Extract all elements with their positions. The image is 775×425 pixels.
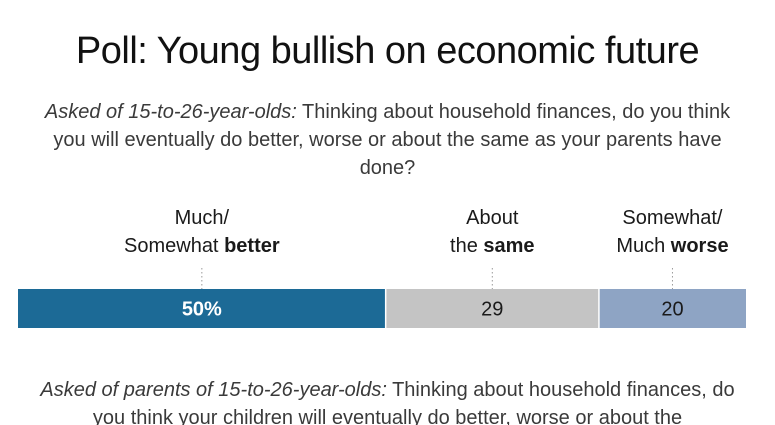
- bar-segment-better: [18, 289, 386, 328]
- question-youth: Asked of 15-to-26-year-olds: Thinking ab…: [30, 98, 745, 182]
- category-label-worse-plain: Much: [616, 235, 671, 257]
- question-parents-lead: Asked of parents of 15-to-26-year-olds:: [40, 379, 387, 401]
- category-label-worse-line1: Somewhat/: [622, 207, 723, 229]
- chart-title: Poll: Young bullish on economic future: [75, 30, 700, 72]
- value-label-same: 29: [481, 299, 503, 321]
- stacked-bar-chart: 50% 29 20: [18, 268, 746, 328]
- bar-segment-same: [385, 289, 599, 328]
- bar-segment-worse: [598, 289, 746, 328]
- question-parents: Asked of parents of 15-to-26-year-olds: …: [30, 376, 745, 425]
- value-label-worse: 20: [661, 299, 683, 321]
- category-label-same-bold: same: [483, 235, 535, 257]
- category-label-same-line1: About: [466, 207, 519, 229]
- category-label-better-line1: Much/: [174, 207, 230, 229]
- question-parents-text: Thinking about household finances, do yo…: [92, 379, 735, 425]
- value-label-better: 50%: [182, 299, 222, 321]
- category-label-worse-bold: worse: [670, 235, 729, 257]
- category-label-worse: Somewhat/ Much worse: [572, 204, 772, 260]
- category-label-better: Much/ Somewhat better: [102, 204, 302, 260]
- question-youth-text: Thinking about household finances, do yo…: [53, 101, 731, 179]
- category-label-better-plain: Somewhat: [124, 235, 225, 257]
- category-label-same-plain: the: [450, 235, 484, 257]
- category-label-same: About the same: [392, 204, 592, 260]
- question-youth-lead: Asked of 15-to-26-year-olds:: [44, 101, 297, 123]
- category-label-better-bold: better: [224, 235, 280, 257]
